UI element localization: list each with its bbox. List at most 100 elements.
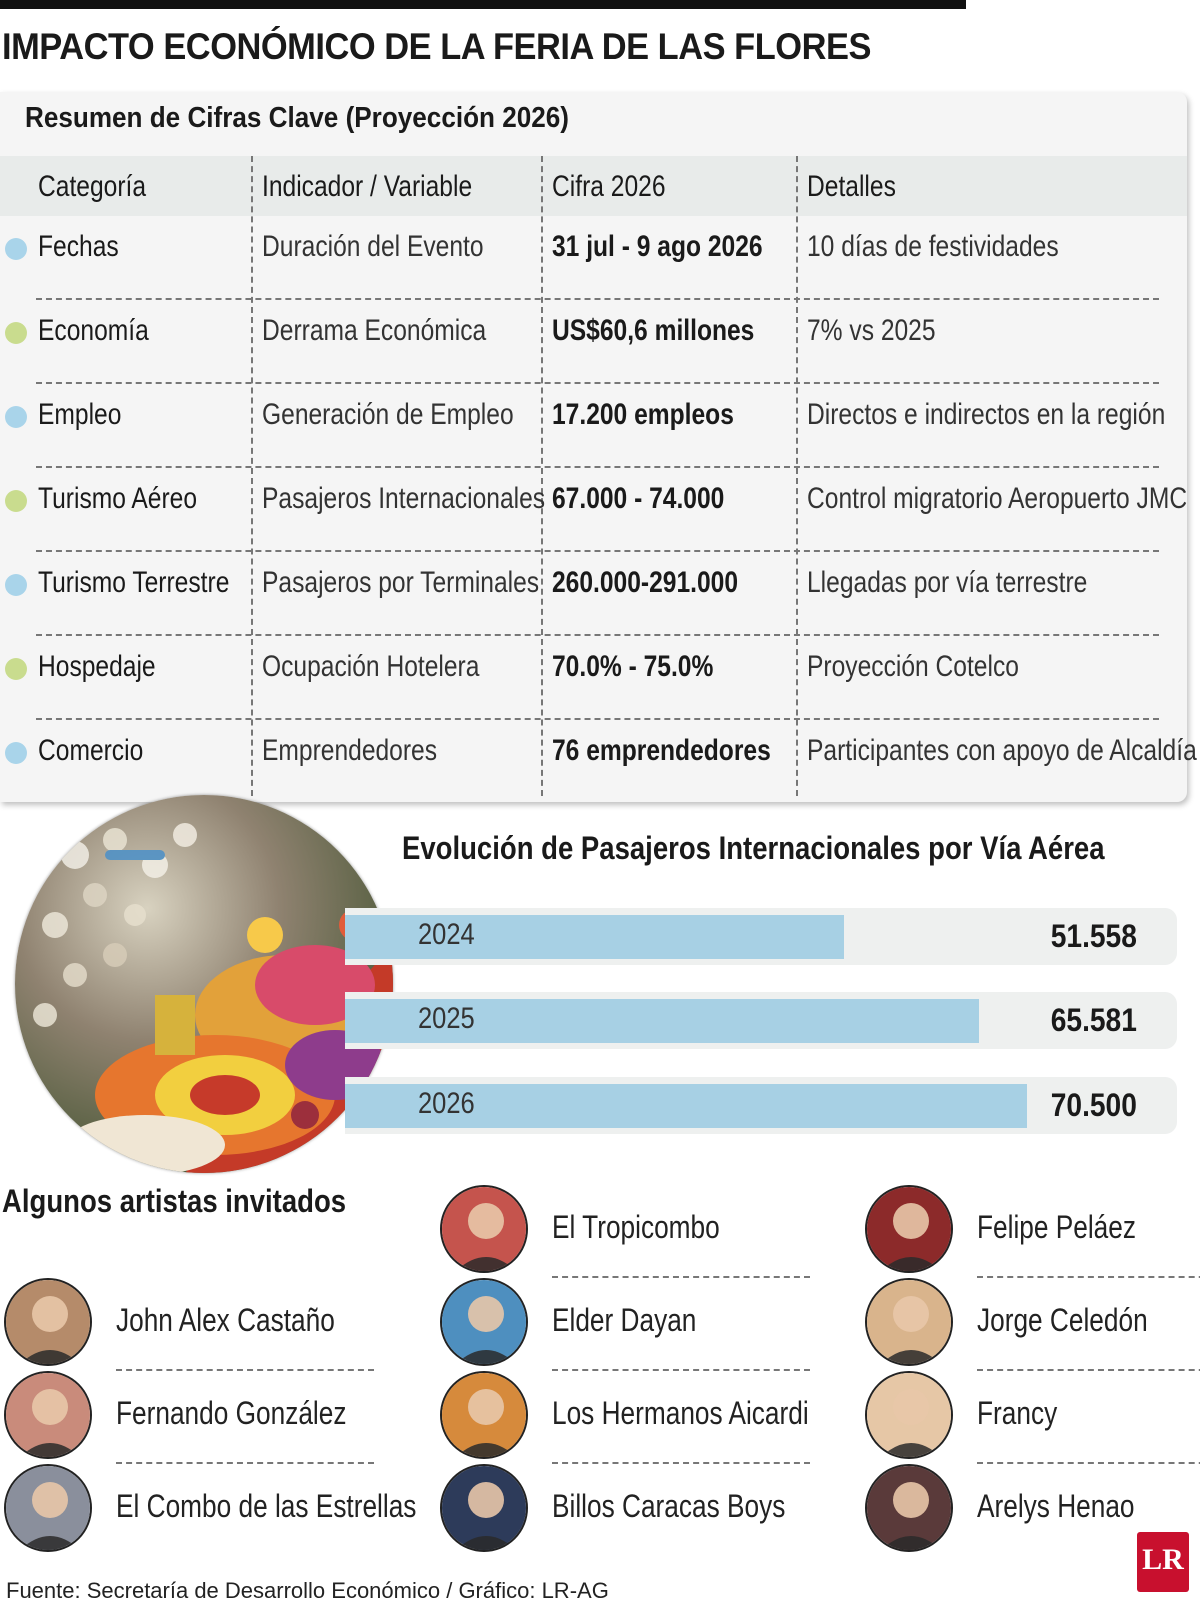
category-label: 2025 [418, 1002, 475, 1035]
category-cell: Hospedaje [38, 650, 156, 683]
artists-title: Algunos artistas invitados [2, 1183, 347, 1219]
artist-item: Jorge Celedón [865, 1278, 1200, 1371]
bar-2024 [345, 915, 844, 959]
column-divider [796, 156, 798, 796]
column-divider [541, 156, 543, 796]
artist-divider [116, 1369, 374, 1371]
artist-avatar [440, 1371, 528, 1459]
bar-2025 [345, 999, 979, 1043]
header-details: Detalles [807, 170, 896, 203]
bar-track: 2024 51.558 [345, 908, 1177, 965]
table-row: Fechas Duración del Evento 31 jul - 9 ago … [0, 216, 1187, 300]
category-cell: Turismo Aéreo [38, 482, 198, 515]
artist-avatar [865, 1185, 953, 1273]
category-cell: Turismo Terrestre [38, 566, 230, 599]
artist-name: Jorge Celedón [977, 1302, 1148, 1338]
category-label: 2026 [418, 1087, 475, 1120]
table-row: Turismo Terrestre Pasajeros por Terminale… [0, 552, 1187, 636]
figure-cell: 260.000-291.000 [552, 566, 739, 599]
artist-name: Elder Dayan [552, 1302, 697, 1338]
row-divider [36, 718, 1159, 720]
artist-item: Felipe Peláez [865, 1185, 1200, 1278]
artist-item: Billos Caracas Boys [440, 1464, 820, 1554]
source-footer: Fuente: Secretaría de Desarrollo Económi… [6, 1578, 609, 1603]
lr-logo: LR [1137, 1532, 1189, 1592]
artist-divider [977, 1276, 1200, 1278]
details-cell: Participantes con apoyo de Alcaldía [807, 734, 1197, 767]
figure-cell: 67.000 - 74.000 [552, 482, 725, 515]
table-row: Turismo Aéreo Pasajeros Internacionales 67… [0, 468, 1187, 552]
artist-item: Elder Dayan [440, 1278, 820, 1371]
artist-name: Fernando González [116, 1395, 347, 1431]
artist-item: El Combo de las Estrellas [4, 1464, 416, 1554]
indicator-cell: Derrama Económica [262, 314, 487, 347]
figure-cell: US$60,6 millones [552, 314, 755, 347]
category-cell: Empleo [38, 398, 122, 431]
artist-divider [552, 1276, 810, 1278]
bar-2026 [345, 1084, 1027, 1128]
artist-name: El Tropicombo [552, 1209, 720, 1245]
artist-name: Francy [977, 1395, 1058, 1431]
artist-divider [977, 1462, 1200, 1464]
artist-name: Billos Caracas Boys [552, 1488, 786, 1524]
value-label: 70.500 [1050, 1087, 1137, 1123]
artist-name: Arelys Henao [977, 1488, 1135, 1524]
artist-name: Los Hermanos Aicardi [552, 1395, 809, 1431]
details-cell: Directos e indirectos en la región [807, 398, 1166, 431]
artist-avatar [865, 1278, 953, 1366]
artist-divider [552, 1462, 810, 1464]
artist-avatar [865, 1371, 953, 1459]
figure-cell: 17.200 empleos [552, 398, 734, 431]
summary-table: Resumen de Cifras Clave (Proyección 2026… [0, 92, 1197, 802]
figure-cell: 76 emprendedores [552, 734, 771, 767]
artist-item: Francy [865, 1371, 1200, 1464]
artist-avatar [440, 1185, 528, 1273]
details-cell: Proyección Cotelco [807, 650, 1019, 683]
artist-name: John Alex Castaño [116, 1302, 335, 1338]
summary-title: Resumen de Cifras Clave (Proyección 2026… [25, 102, 569, 134]
details-cell: 7% vs 2025 [807, 314, 936, 347]
category-dot-icon [5, 238, 27, 260]
artist-avatar [4, 1464, 92, 1552]
table-row: Empleo Generación de Empleo 17.200 empleos… [0, 384, 1187, 468]
row-divider [36, 634, 1159, 636]
artist-item: El Tropicombo [440, 1185, 820, 1278]
value-label: 65.581 [1050, 1002, 1137, 1038]
festival-photo [15, 795, 393, 1173]
artist-avatar [4, 1371, 92, 1459]
artist-divider [552, 1369, 810, 1371]
artist-item: Los Hermanos Aicardi [440, 1371, 820, 1464]
artist-item: Fernando González [4, 1371, 384, 1464]
row-divider [36, 298, 1159, 300]
table-row: Hospedaje Ocupación Hotelera 70.0% - 75.0%… [0, 636, 1187, 720]
value-label: 51.558 [1050, 918, 1137, 954]
category-dot-icon [5, 574, 27, 596]
table-header: Categoría Indicador / Variable Cifra 202… [0, 156, 1187, 216]
indicator-cell: Generación de Empleo [262, 398, 514, 431]
category-cell: Comercio [38, 734, 144, 767]
category-dot-icon [5, 742, 27, 764]
artist-name: El Combo de las Estrellas [116, 1488, 417, 1524]
details-cell: 10 días de festividades [807, 230, 1059, 263]
artist-avatar [440, 1464, 528, 1552]
figure-cell: 31 jul - 9 ago 2026 [552, 230, 763, 263]
bar-track: 2025 65.581 [345, 992, 1177, 1049]
indicator-cell: Ocupación Hotelera [262, 650, 480, 683]
category-dot-icon [5, 406, 27, 428]
artist-avatar [440, 1278, 528, 1366]
artist-divider [977, 1369, 1200, 1371]
row-divider [36, 550, 1159, 552]
header-figure: Cifra 2026 [552, 170, 666, 203]
table-row: Economía Derrama Económica US$60,6 millone… [0, 300, 1187, 384]
artist-avatar [4, 1278, 92, 1366]
row-divider [36, 382, 1159, 384]
indicator-cell: Pasajeros Internacionales [262, 482, 546, 515]
row-divider [36, 466, 1159, 468]
header-category: Categoría [38, 170, 147, 203]
details-cell: Control migratorio Aeropuerto JMC [807, 482, 1188, 515]
indicator-cell: Pasajeros por Terminales [262, 566, 540, 599]
page-title: IMPACTO ECONÓMICO DE LA FERIA DE LAS FLO… [2, 26, 871, 67]
category-dot-icon [5, 322, 27, 344]
header-indicator: Indicador / Variable [262, 170, 473, 203]
category-cell: Economía [38, 314, 149, 347]
